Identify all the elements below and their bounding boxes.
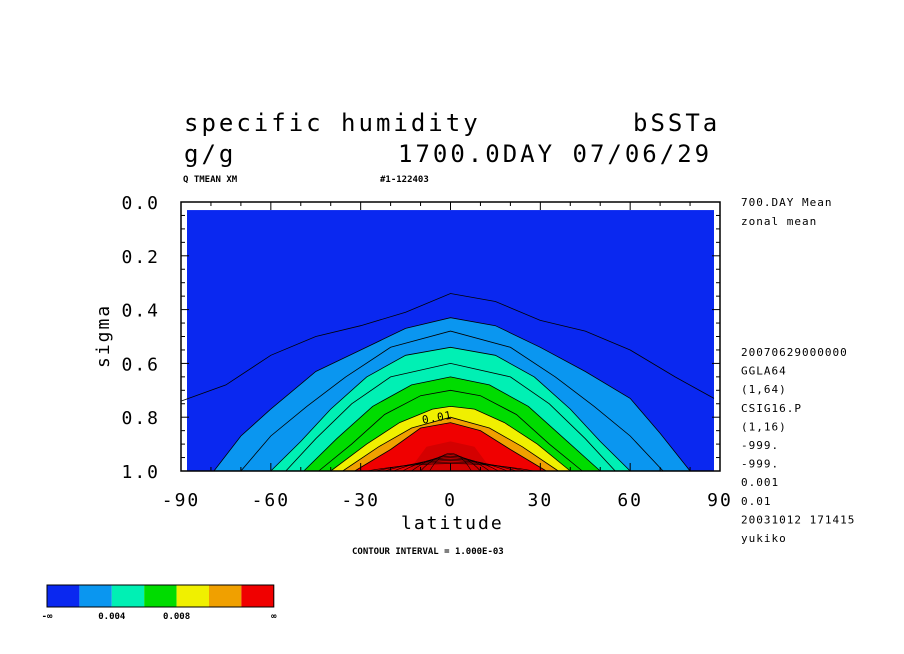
- side-info-line: 700.DAY Mean: [741, 196, 832, 209]
- colorbar-frame: [46, 584, 275, 608]
- meta-info-line: (1,64): [741, 383, 787, 396]
- subtitle-right: #1-122403: [380, 175, 429, 185]
- contour-line-core-6: [420, 454, 481, 472]
- subtitle-left: Q TMEAN XM: [183, 175, 238, 185]
- x-tick-labels: -90 -60 -30 0 30 60 90: [162, 490, 733, 511]
- x-tick-label: -30: [341, 490, 380, 511]
- contour-line-9: [354, 422, 547, 472]
- colorbar-label: ∞: [271, 612, 277, 622]
- contour-line-core-5: [411, 455, 490, 472]
- contour-line-core-1: [375, 461, 526, 472]
- axis-ticks: [180, 201, 721, 472]
- x-tick-label: 30: [527, 490, 553, 511]
- meta-info-line: GGLA64: [741, 365, 787, 378]
- contour-line-1: [213, 317, 691, 472]
- meta-info-line: 0.01: [741, 495, 772, 508]
- colorbar-swatch: [144, 585, 177, 607]
- contour-line-7: [330, 405, 571, 472]
- meta-info: 20070629000000 GGLA64 (1,64) CSIG16.P (1,16)…: [741, 346, 855, 545]
- contour-line-core-4: [402, 457, 499, 472]
- contour-line-3: [270, 346, 631, 472]
- meta-info-line: -999.: [741, 439, 779, 452]
- y-tick-labels: 0.0 0.2 0.4 0.6 0.8 1.0: [121, 193, 160, 483]
- side-info: 700.DAY Mean zonal mean: [741, 196, 832, 228]
- y-tick-label: 1.0: [121, 462, 160, 483]
- contour-line-core-7: [429, 453, 472, 472]
- x-tick-label: -90: [162, 490, 201, 511]
- chart-title: specific humidity: [184, 109, 481, 137]
- date-label: 1700.0DAY 07/06/29: [398, 140, 712, 168]
- meta-info-line: CSIG16.P: [741, 402, 802, 415]
- x-tick-label: -60: [252, 490, 291, 511]
- contour-line-8: [342, 416, 559, 472]
- contour-line-4: [285, 362, 616, 472]
- colorbar-label: 0.004: [98, 612, 126, 622]
- contour-lines: [180, 293, 715, 472]
- meta-info-line: 20070629000000: [741, 346, 848, 359]
- colorbar: -∞ 0.004 0.008 ∞: [42, 584, 277, 622]
- x-tick-label: 60: [617, 490, 643, 511]
- x-tick-label: 90: [707, 490, 733, 511]
- colorbar-swatch: [79, 585, 112, 607]
- y-tick-label: 0.2: [121, 247, 160, 268]
- contour-line-core-2: [384, 460, 517, 472]
- x-axis-label: latitude: [401, 513, 504, 534]
- colorbar-swatch: [176, 585, 209, 607]
- contour-label: 0.01: [421, 409, 453, 427]
- colorbar-label: -∞: [42, 612, 53, 622]
- x-tick-label: 0: [444, 490, 457, 511]
- y-axis-label: sigma: [93, 304, 114, 368]
- contour-line-5: [303, 376, 601, 472]
- colorbar-label: 0.008: [163, 612, 190, 622]
- y-tick-label: 0.8: [121, 408, 160, 429]
- colorbar-swatch: [47, 585, 80, 607]
- contour-line-core-3: [393, 458, 508, 472]
- colorbar-swatch: [209, 585, 242, 607]
- side-info-line: zonal mean: [741, 215, 817, 228]
- meta-info-line: (1,16): [741, 420, 787, 433]
- plot-area: [187, 210, 714, 471]
- meta-info-line: 0.001: [741, 476, 779, 489]
- meta-info-line: 20031012 171415: [741, 513, 855, 526]
- y-tick-label: 0.4: [121, 301, 160, 322]
- contour-line-6: [318, 389, 583, 472]
- y-tick-label: 0.6: [121, 354, 160, 375]
- y-tick-label: 0.0: [121, 193, 160, 214]
- colorbar-swatch: [111, 585, 145, 607]
- contour-line-0: [180, 293, 715, 402]
- contour-interval: CONTOUR INTERVAL = 1.000E-03: [352, 547, 504, 557]
- units-label: g/g: [184, 140, 236, 168]
- meta-info-line: -999.: [741, 458, 779, 471]
- experiment-label: bSSTa: [633, 109, 720, 137]
- meta-info-line: yukiko: [741, 532, 787, 545]
- contour-line-2: [240, 330, 664, 472]
- colorbar-swatch: [241, 585, 274, 607]
